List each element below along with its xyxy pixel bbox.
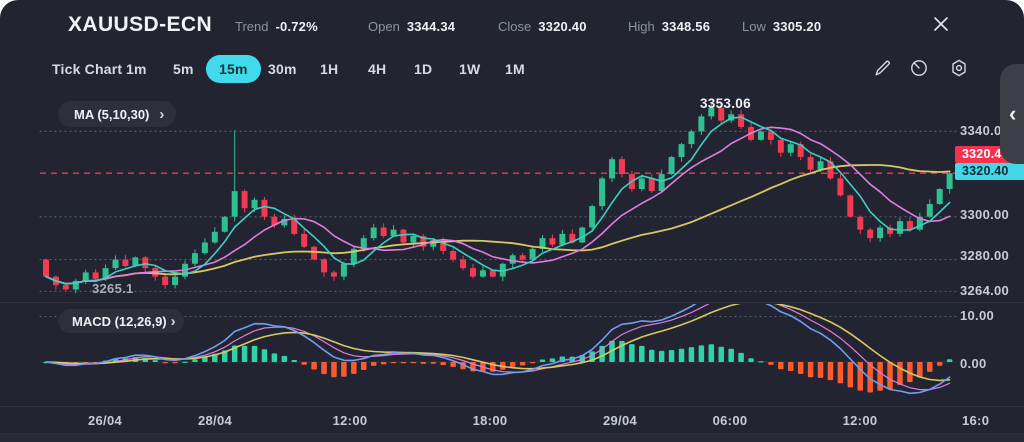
timeframe-5m[interactable]: 5m (167, 55, 200, 83)
time-axis-tick: 12:00 (842, 413, 878, 428)
panel-divider (0, 302, 1024, 303)
timeframe-4h[interactable]: 4H (362, 55, 392, 83)
timeframe-toolbar: Tick Chart 1m 5m 15m 30m 1H 4H 1D 1W 1M (0, 52, 1024, 88)
ma-indicator-pill[interactable]: MA (5,10,30) › (58, 101, 177, 127)
panel-divider (0, 433, 1024, 434)
stat-high-label: High (628, 19, 655, 34)
timeframe-1w[interactable]: 1W (453, 55, 486, 83)
panel-divider (0, 406, 1024, 407)
stat-trend: Trend -0.72% (235, 19, 318, 34)
ma-pill-label: MA (5,10,30) (74, 106, 150, 122)
stat-high-value: 3348.56 (661, 19, 711, 34)
stat-trend-value: -0.72% (275, 19, 318, 34)
macd-indicator-pill[interactable]: MACD (12,26,9) › (58, 309, 184, 333)
stat-low-value: 3305.20 (772, 19, 822, 34)
candles-layer (43, 103, 953, 294)
price-axis-tick: 3300.00 (960, 207, 1010, 222)
time-axis-tick: 29/04 (602, 413, 638, 428)
close-price-badge: 3320.40 (955, 163, 1024, 180)
time-axis-tick: 28/04 (197, 413, 233, 428)
timeframe-1h[interactable]: 1H (314, 55, 344, 83)
timeframe-tick-chart[interactable]: Tick Chart (46, 55, 128, 83)
price-axis-tick: 3340.00 (960, 123, 1010, 138)
time-axis-tick: 12:00 (332, 413, 368, 428)
stat-low: Low 3305.20 (742, 19, 821, 34)
macd-axis-tick: 0.00 (960, 356, 987, 371)
stat-open-label: Open (368, 19, 400, 34)
close-button[interactable] (928, 12, 954, 38)
time-axis-tick: 18:00 (472, 413, 508, 428)
session-high-marker: 3353.06 (700, 96, 751, 111)
stat-open-value: 3344.34 (406, 19, 456, 34)
symbol-title: XAUUSD-ECN (68, 13, 213, 36)
macd-layer (43, 304, 953, 395)
price-axis-tick: 3280.00 (960, 248, 1010, 263)
dial-icon (911, 60, 927, 76)
chevron-left-icon: ‹ (1009, 101, 1017, 126)
timeframe-1m[interactable]: 1m (120, 55, 153, 83)
stat-open: Open 3344.34 (368, 19, 455, 34)
chevron-right-icon: › (159, 105, 165, 123)
session-low-marker: 3265.1 (92, 281, 134, 296)
macd-pill-label: MACD (12,26,9) (72, 313, 167, 329)
bottom-strip (0, 434, 1024, 442)
timeframe-15m-active[interactable]: 15m (206, 55, 261, 83)
stat-close-label: Close (498, 19, 532, 34)
dial-button[interactable] (908, 58, 930, 80)
gridlines-layer (39, 130, 957, 363)
timeframe-1d[interactable]: 1D (408, 55, 438, 83)
price-axis-tick: 3264.00 (960, 283, 1010, 298)
draw-button[interactable] (872, 58, 894, 80)
ma-lines-layer (45, 116, 951, 285)
chevron-right-icon: › (170, 312, 176, 330)
stat-high: High 3348.56 (628, 19, 710, 34)
close-icon (934, 16, 948, 31)
timeframe-1m-month[interactable]: 1M (499, 55, 531, 83)
stat-trend-label: Trend (235, 19, 269, 34)
timeframe-30m[interactable]: 30m (262, 55, 303, 83)
pencil-icon (875, 60, 890, 76)
gear-icon (952, 59, 966, 77)
macd-axis-tick: 10.00 (960, 308, 995, 323)
time-axis-tick: 06:00 (712, 413, 748, 428)
settings-button[interactable] (948, 58, 970, 80)
time-axis-tick: 16:0 (962, 413, 990, 428)
time-axis-tick: 26/04 (87, 413, 123, 428)
side-drawer-handle[interactable]: ‹ (1000, 64, 1024, 164)
stat-close: Close 3320.40 (498, 19, 587, 34)
stat-low-label: Low (742, 19, 766, 34)
stat-close-value: 3320.40 (538, 19, 587, 34)
